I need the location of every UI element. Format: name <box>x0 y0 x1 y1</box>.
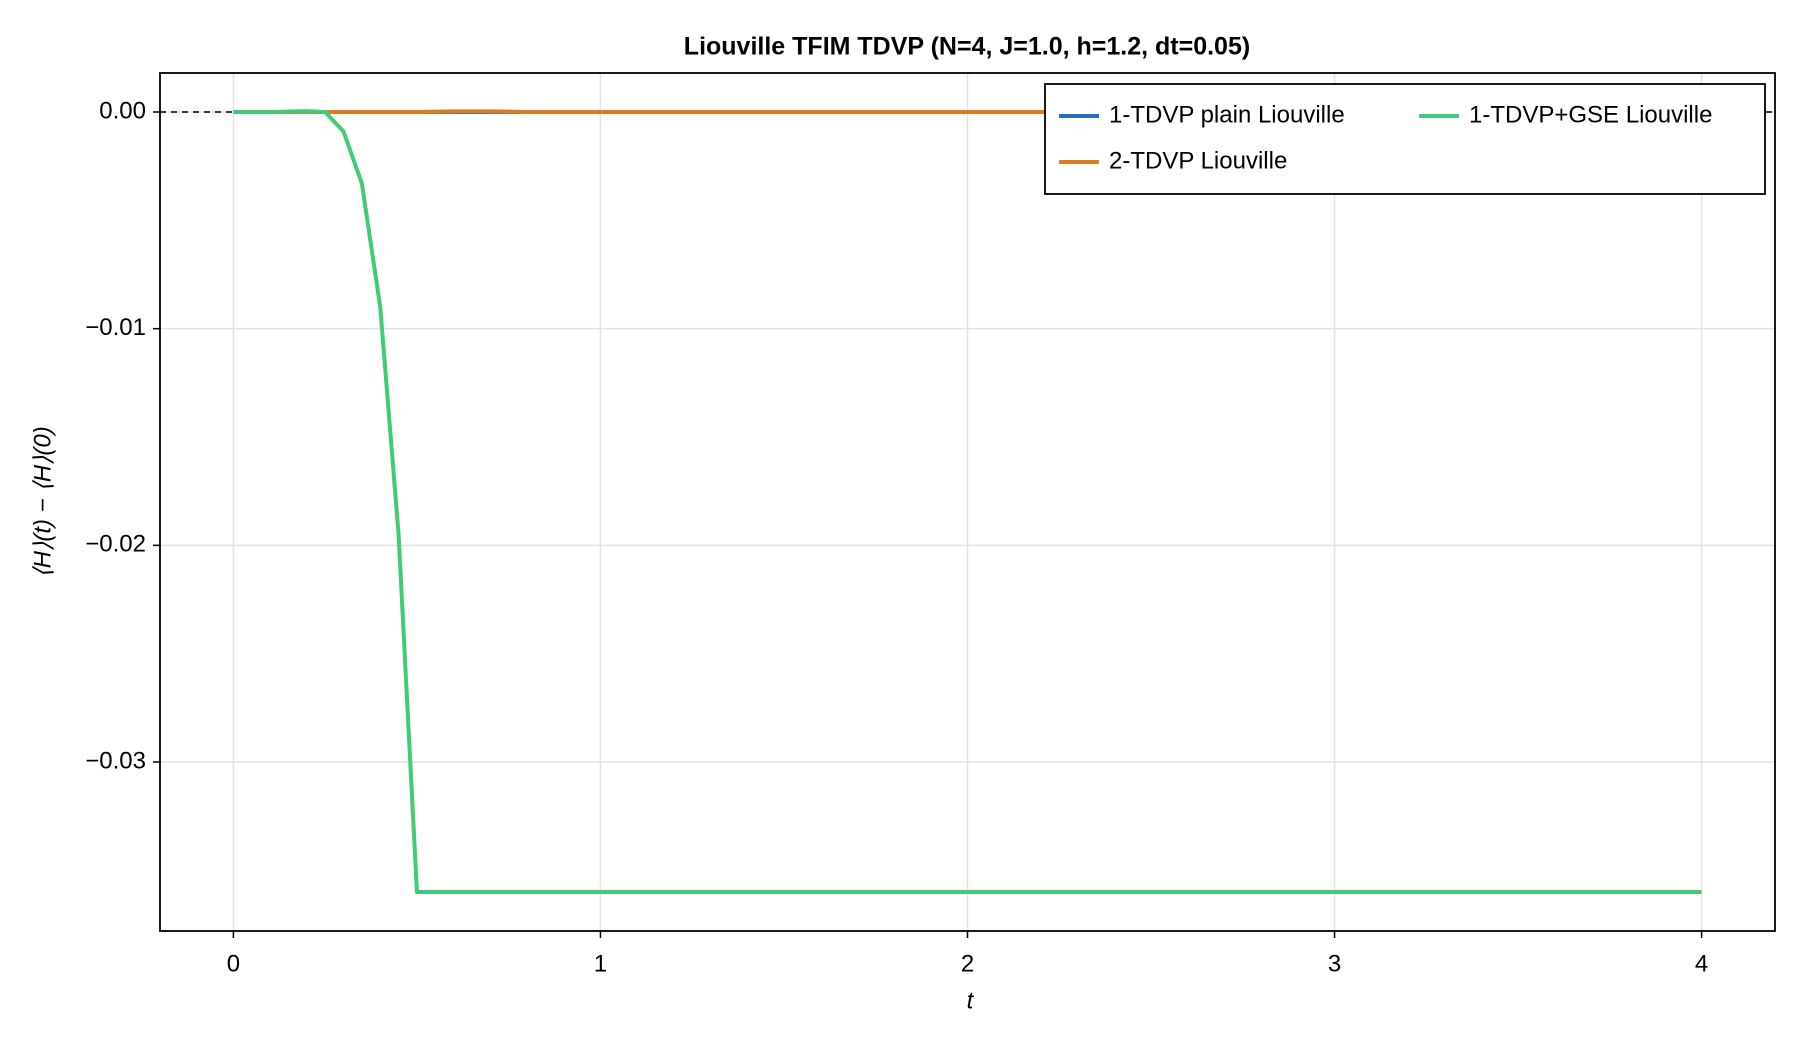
x-tick-label: 2 <box>961 950 974 977</box>
data-line <box>233 109 1702 114</box>
legend-label: 1-TDVP plain Liouville <box>1109 101 1345 128</box>
legend: 1-TDVP plain Liouville 2-TDVP Liouville 1-… <box>1044 83 1766 195</box>
x-tick-label: 0 <box>227 950 240 977</box>
legend-label: 1-TDVP+GSE Liouville <box>1469 101 1712 128</box>
chart-title: Liouville TFIM TDVP (N=4, J=1.0, h=1.2, … <box>684 33 1250 61</box>
data-line <box>233 109 1702 894</box>
plot-frame <box>159 72 1776 932</box>
y-axis-label: ⟨H⟩(t) − ⟨H⟩(0) <box>29 426 56 577</box>
x-axis-label: t <box>967 987 975 1014</box>
y-tick-label: 0.00 <box>99 97 146 124</box>
x-tick-label: 4 <box>1695 950 1708 977</box>
y-tick-label: −0.03 <box>85 747 146 774</box>
legend-box <box>1044 83 1766 195</box>
x-tick-label: 1 <box>594 950 607 977</box>
y-tick-label: −0.02 <box>85 531 146 558</box>
x-tick-label: 3 <box>1328 950 1341 977</box>
y-tick-label: −0.01 <box>85 314 146 341</box>
legend-label: 2-TDVP Liouville <box>1109 147 1287 174</box>
